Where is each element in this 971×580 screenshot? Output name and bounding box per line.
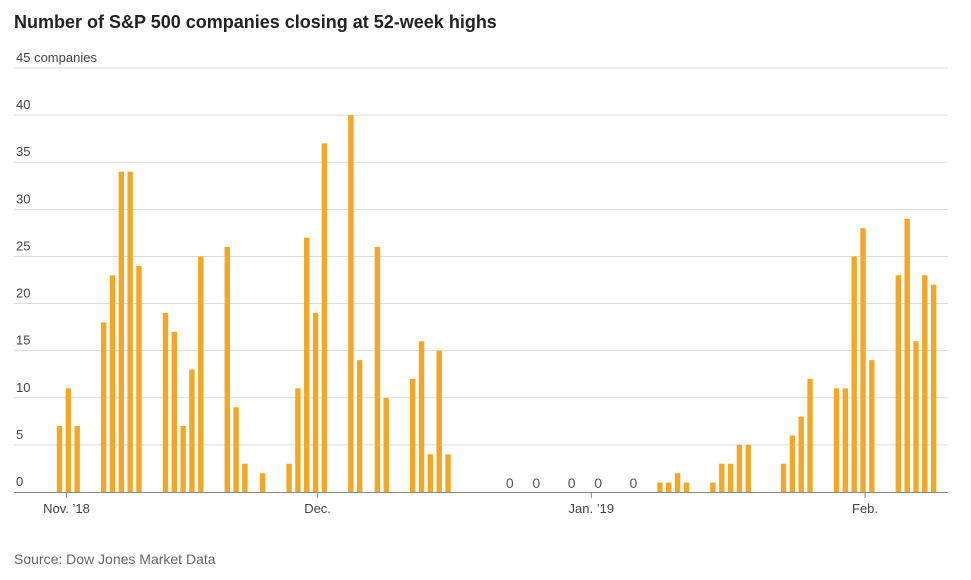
bar bbox=[710, 482, 716, 492]
bar bbox=[65, 388, 72, 492]
bar bbox=[427, 454, 434, 492]
y-tick-label: 15 bbox=[16, 333, 30, 348]
y-tick-label: 5 bbox=[16, 427, 23, 442]
x-tick-label: Feb. bbox=[852, 501, 878, 516]
y-tick-label: 10 bbox=[16, 380, 30, 395]
bar bbox=[233, 407, 239, 492]
bar bbox=[930, 284, 937, 492]
bar bbox=[736, 444, 743, 492]
x-tick-label: Dec. bbox=[304, 501, 331, 516]
chart-title: Number of S&P 500 companies closing at 5… bbox=[14, 12, 497, 32]
bar bbox=[348, 115, 354, 492]
bar bbox=[719, 463, 725, 492]
bar bbox=[436, 350, 442, 492]
zero-label: 0 bbox=[532, 475, 540, 491]
bar bbox=[242, 463, 248, 492]
bar bbox=[286, 463, 292, 492]
source-note: Source: Dow Jones Market Data bbox=[14, 551, 216, 567]
y-tick-label: 20 bbox=[16, 286, 30, 301]
bar bbox=[171, 331, 177, 492]
bar bbox=[904, 218, 910, 492]
bar bbox=[118, 171, 125, 492]
bar bbox=[780, 463, 787, 492]
zero-label: 0 bbox=[506, 475, 514, 491]
bar bbox=[295, 388, 301, 492]
bar bbox=[445, 454, 451, 492]
y-tick-label: 35 bbox=[16, 144, 30, 159]
y-tick-label: 40 bbox=[16, 97, 30, 112]
bar bbox=[410, 378, 416, 492]
zero-label: 0 bbox=[568, 475, 576, 491]
bar bbox=[666, 482, 672, 492]
bar bbox=[109, 275, 116, 492]
bar bbox=[869, 360, 875, 492]
bar bbox=[224, 247, 230, 492]
x-tick-label: Jan. ’19 bbox=[569, 501, 615, 516]
x-tick-label: Nov. ’18 bbox=[43, 501, 90, 516]
bar bbox=[860, 228, 866, 492]
bar bbox=[198, 256, 204, 492]
y-tick-label: 30 bbox=[16, 191, 30, 206]
bar bbox=[851, 256, 857, 492]
bar bbox=[895, 275, 902, 492]
bar bbox=[74, 426, 80, 492]
bar bbox=[418, 341, 425, 492]
bar bbox=[136, 265, 142, 492]
bar bbox=[789, 435, 796, 492]
bar bbox=[383, 397, 389, 492]
x-axis: Nov. ’18 Dec. Jan. ’19 Feb. bbox=[14, 492, 948, 516]
bar bbox=[683, 482, 690, 492]
y-axis-labels: 0 5 10 15 20 25 30 35 40 45 companies bbox=[16, 50, 97, 489]
bar bbox=[357, 360, 363, 492]
bar bbox=[727, 463, 734, 492]
bar bbox=[259, 473, 266, 492]
y-tick-label: 0 bbox=[16, 474, 23, 489]
zero-labels: 0 0 0 0 0 bbox=[506, 475, 638, 491]
zero-label: 0 bbox=[594, 475, 602, 491]
zero-label: 0 bbox=[630, 475, 638, 491]
bar bbox=[833, 388, 840, 492]
bar bbox=[745, 444, 751, 492]
y-tick-label: 45 companies bbox=[16, 50, 97, 65]
bars bbox=[56, 115, 937, 492]
bar bbox=[56, 426, 63, 492]
y-tick-label: 25 bbox=[16, 238, 30, 253]
bar bbox=[374, 247, 381, 492]
bar bbox=[842, 388, 849, 492]
bar bbox=[162, 312, 169, 492]
bar bbox=[127, 171, 133, 492]
gridlines bbox=[14, 67, 948, 446]
bar bbox=[100, 322, 107, 492]
bar bbox=[180, 426, 186, 492]
bar bbox=[798, 416, 804, 492]
bar bbox=[304, 237, 310, 492]
bar bbox=[657, 482, 663, 492]
bar bbox=[922, 275, 928, 492]
bar bbox=[189, 369, 195, 492]
bar bbox=[674, 473, 681, 492]
bar bbox=[321, 143, 328, 492]
bar bbox=[807, 378, 813, 492]
bar bbox=[913, 341, 919, 492]
bar bbox=[312, 312, 319, 492]
